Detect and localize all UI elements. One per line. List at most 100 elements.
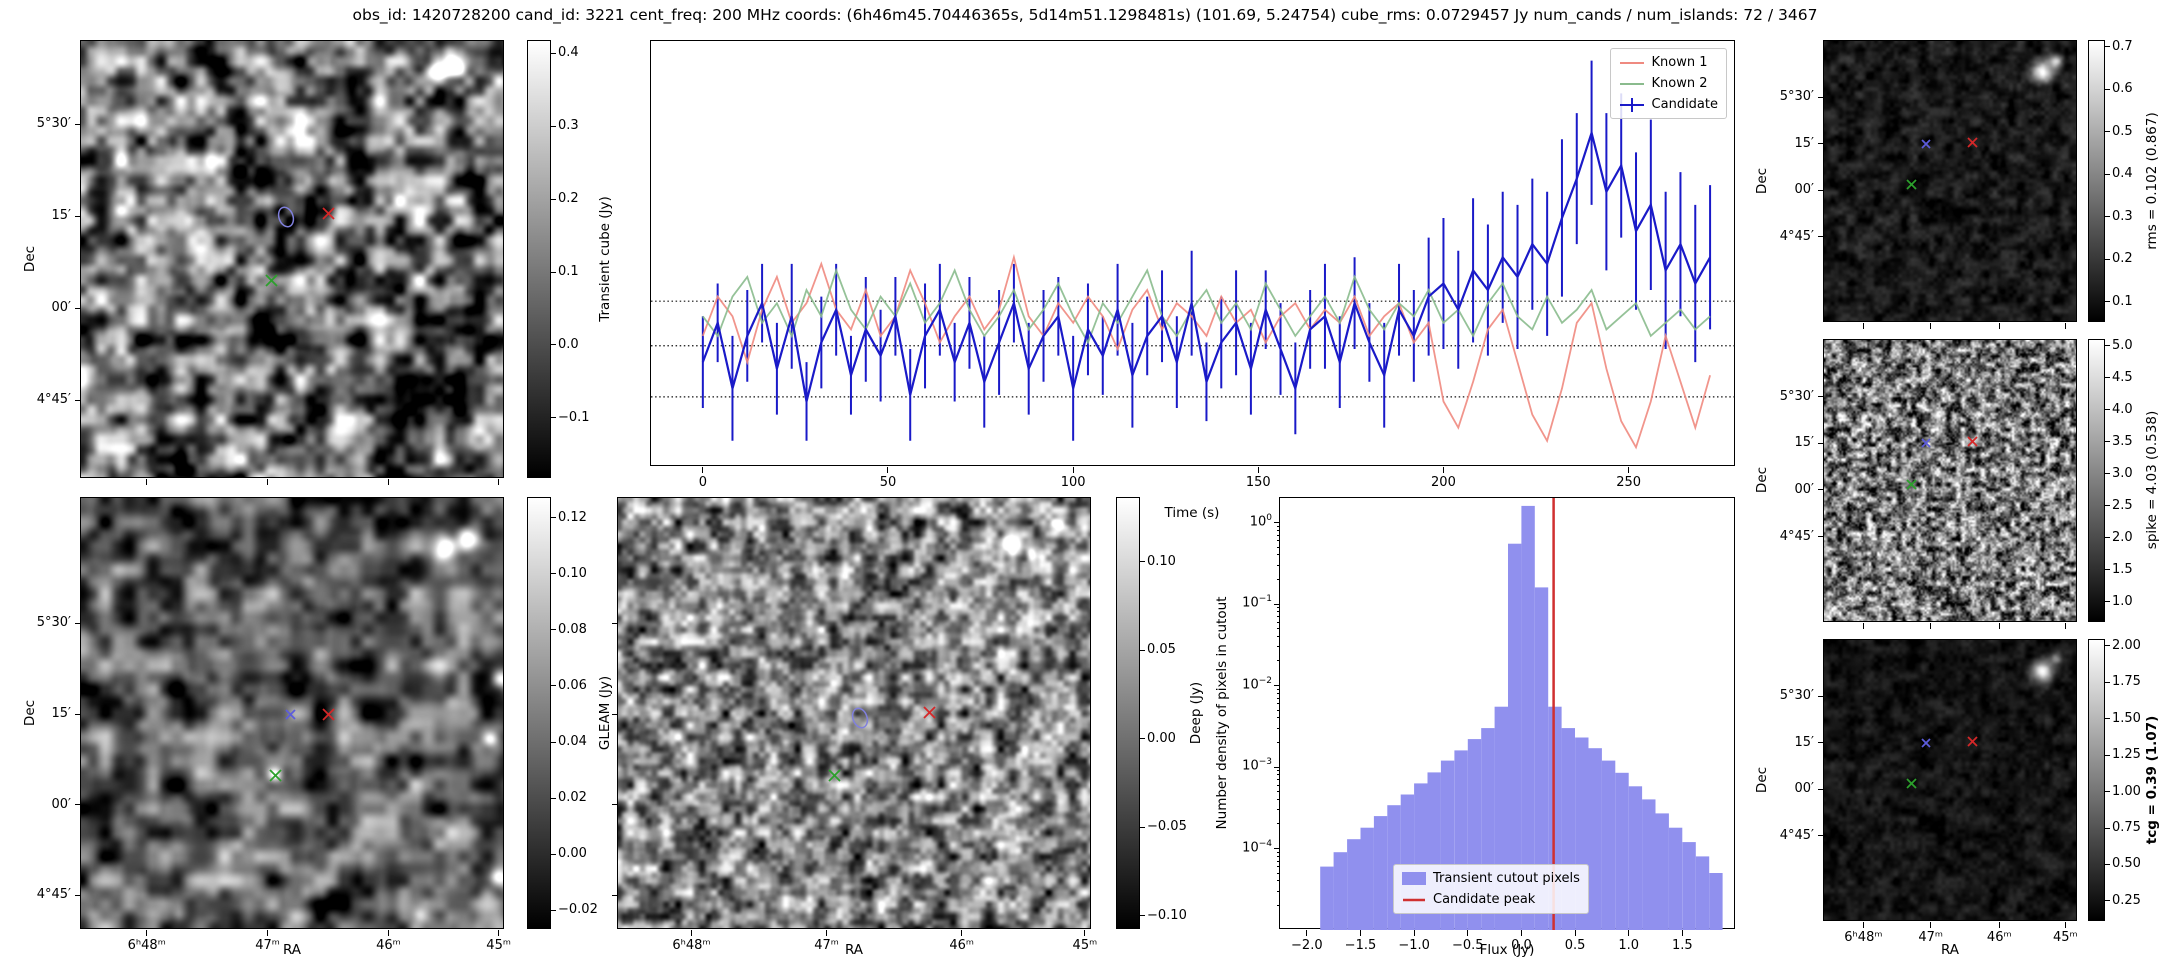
dec-tick-label: 4°45′ bbox=[1779, 827, 1814, 843]
colorbar-tick-label: 0.3 bbox=[558, 118, 579, 134]
colorbar-tick-label: −0.1 bbox=[558, 409, 590, 425]
time-tick-label: 250 bbox=[1616, 475, 1642, 490]
density-tick-label: 10−1 bbox=[1242, 594, 1272, 611]
colorbar-tick-label: 1.25 bbox=[2112, 747, 2141, 763]
time-tick-mark bbox=[1442, 467, 1444, 473]
dec-tick-label: 5°30′ bbox=[36, 116, 71, 132]
colorbar-tick-mark bbox=[551, 573, 556, 575]
ra-tick-label: 6ʰ48ᵐ bbox=[1844, 930, 1883, 945]
density-minor-tick-mark bbox=[1277, 809, 1280, 811]
colorbar-tick-mark bbox=[551, 909, 556, 911]
dec-tick-mark bbox=[612, 894, 618, 896]
flux-tick-mark bbox=[1574, 930, 1576, 936]
dec-tick-mark bbox=[75, 215, 81, 217]
colorbar-tick-label: 1.0 bbox=[2112, 593, 2133, 609]
colorbar-tick-mark bbox=[551, 52, 556, 54]
dec-tick-label: 15′ bbox=[1794, 135, 1815, 151]
time-tick-mark bbox=[1628, 467, 1630, 473]
density-tick-mark bbox=[1274, 766, 1280, 768]
colorbar-tick-label: 0.4 bbox=[558, 45, 579, 61]
colorbar-tick-label: 0.7 bbox=[2112, 38, 2133, 54]
density-minor-tick-mark bbox=[1277, 709, 1280, 711]
figure-title: obs_id: 1420728200 cand_id: 3221 cent_fr… bbox=[352, 6, 1818, 24]
dec-tick-label: 15′ bbox=[1794, 734, 1815, 750]
density-minor-tick-mark bbox=[1277, 692, 1280, 694]
dec-tick-label: 00′ bbox=[51, 300, 72, 316]
flux-tick-mark bbox=[1359, 930, 1361, 936]
colorbar-tick-label: −0.02 bbox=[558, 902, 598, 918]
histogram-patch-sample bbox=[1402, 872, 1426, 885]
colorbar-tick-mark bbox=[2105, 601, 2110, 603]
ra-tick-mark bbox=[387, 930, 389, 936]
colorbar-tick-label: 0.2 bbox=[558, 191, 579, 207]
density-minor-tick-mark bbox=[1277, 578, 1280, 580]
density-minor-tick-mark bbox=[1277, 779, 1280, 781]
dec-tick-mark bbox=[75, 622, 81, 624]
spike-image bbox=[1824, 340, 2076, 621]
ra-tick-mark bbox=[2064, 623, 2066, 629]
dec-tick-label: 4°45′ bbox=[1779, 528, 1814, 544]
density-minor-tick-mark bbox=[1277, 703, 1280, 705]
dec-tick-mark bbox=[75, 307, 81, 309]
density-minor-tick-mark bbox=[1277, 717, 1280, 719]
lightcurve-legend: Known 1 Known 2 Candidate bbox=[1609, 48, 1727, 119]
flux-tick-label: 1.0 bbox=[1618, 938, 1640, 953]
colorbar-tick-label: 1.50 bbox=[2112, 710, 2141, 726]
density-minor-tick-mark bbox=[1277, 741, 1280, 743]
spike-colorbar-label: spike = 4.03 (0.538) bbox=[2144, 410, 2160, 550]
colorbar-tick-mark bbox=[551, 271, 556, 273]
density-minor-tick-mark bbox=[1277, 534, 1280, 536]
flux-axis-label: Flux (Jy) bbox=[1479, 942, 1535, 958]
rms-map-panel: 5°30′ 15′ 00′ 4°45′ bbox=[1780, 40, 2077, 329]
colorbar-tick-label: 0.4 bbox=[2112, 166, 2133, 182]
colorbar-tick-mark bbox=[2105, 88, 2110, 90]
density-minor-tick-mark bbox=[1277, 890, 1280, 892]
flux-tick-label: 0.0 bbox=[1511, 938, 1532, 953]
colorbar-tick-label: 0.2 bbox=[2112, 251, 2133, 267]
colorbar-tick-mark bbox=[2105, 173, 2110, 175]
colorbar-tick-label: 0.3 bbox=[2112, 208, 2133, 224]
dec-tick-mark bbox=[75, 713, 81, 715]
ra-tick-label: 6ʰ48ᵐ bbox=[127, 938, 166, 953]
deep-colorbar-label: Deep (Jy) bbox=[1188, 681, 1204, 745]
known2-line-sample bbox=[1619, 82, 1644, 85]
colorbar-tick-mark bbox=[2105, 216, 2110, 218]
dec-axis-label: Dec bbox=[22, 699, 38, 727]
density-minor-tick-mark bbox=[1277, 616, 1280, 618]
pixel-histogram-panel: Transient cutout pixels Candidate peak −… bbox=[1242, 497, 1735, 953]
dec-tick-label: 15′ bbox=[51, 208, 72, 224]
colorbar-tick-label: 0.0 bbox=[558, 336, 579, 352]
rms-image bbox=[1824, 41, 2076, 321]
dec-tick-mark bbox=[1818, 236, 1824, 238]
dec-tick-mark bbox=[1818, 189, 1824, 191]
time-tick-label: 50 bbox=[879, 475, 897, 490]
legend-label-candidate-peak: Candidate peak bbox=[1433, 892, 1536, 907]
density-minor-tick-mark bbox=[1277, 529, 1280, 531]
pixel-histogram-plot bbox=[1320, 498, 1723, 930]
time-tick-mark bbox=[1072, 467, 1074, 473]
density-tick-label: 10−4 bbox=[1242, 838, 1272, 855]
ra-tick-mark bbox=[2064, 323, 2066, 329]
colorbar-tick-label: −0.10 bbox=[1147, 907, 1187, 923]
ra-tick-label: 46ᵐ bbox=[376, 938, 401, 953]
flux-tick-label: 1.5 bbox=[1672, 938, 1693, 953]
ra-tick-mark bbox=[1930, 922, 1932, 928]
colorbar-tick-mark bbox=[2105, 345, 2110, 347]
ra-tick-label: 46ᵐ bbox=[949, 938, 974, 953]
dec-tick-mark bbox=[1818, 489, 1824, 491]
ra-axis-label: RA bbox=[282, 942, 302, 958]
ra-tick-label: 47ᵐ bbox=[1918, 930, 1943, 945]
dec-tick-label: 4°45′ bbox=[36, 887, 71, 903]
density-tick-label: 100 bbox=[1249, 512, 1272, 529]
ra-tick-label: 45ᵐ bbox=[486, 938, 511, 953]
legend-item-known2: Known 2 bbox=[1619, 73, 1718, 94]
dec-tick-label: 4°45′ bbox=[36, 392, 71, 408]
colorbar-tick-mark bbox=[1140, 649, 1145, 651]
density-minor-tick-mark bbox=[1277, 628, 1280, 630]
flux-tick-mark bbox=[1628, 930, 1630, 936]
colorbar-tick-label: 0.75 bbox=[2112, 820, 2141, 835]
dec-tick-mark bbox=[1818, 96, 1824, 98]
dec-tick-mark bbox=[612, 622, 618, 624]
ra-tick-mark bbox=[498, 930, 500, 936]
dec-tick-mark bbox=[75, 123, 81, 125]
